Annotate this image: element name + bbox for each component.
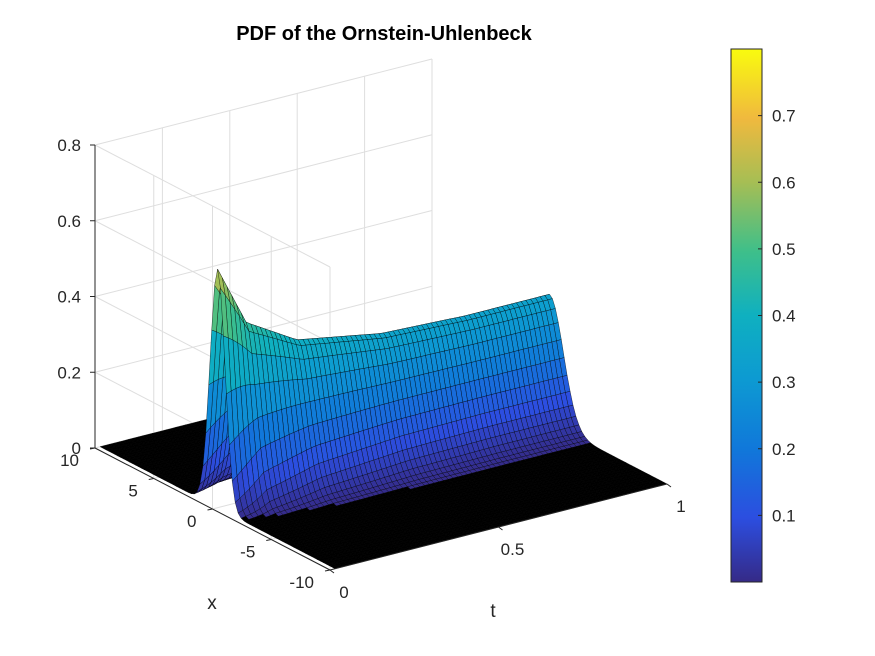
grid-line bbox=[94, 144, 331, 268]
grid-line bbox=[94, 210, 433, 297]
surface-plot bbox=[99, 268, 668, 569]
grid-line bbox=[94, 134, 433, 222]
chart-title: PDF of the Ornstein-Uhlenbeck bbox=[236, 23, 532, 45]
grid-line bbox=[94, 220, 331, 344]
grid-line bbox=[94, 58, 433, 146]
